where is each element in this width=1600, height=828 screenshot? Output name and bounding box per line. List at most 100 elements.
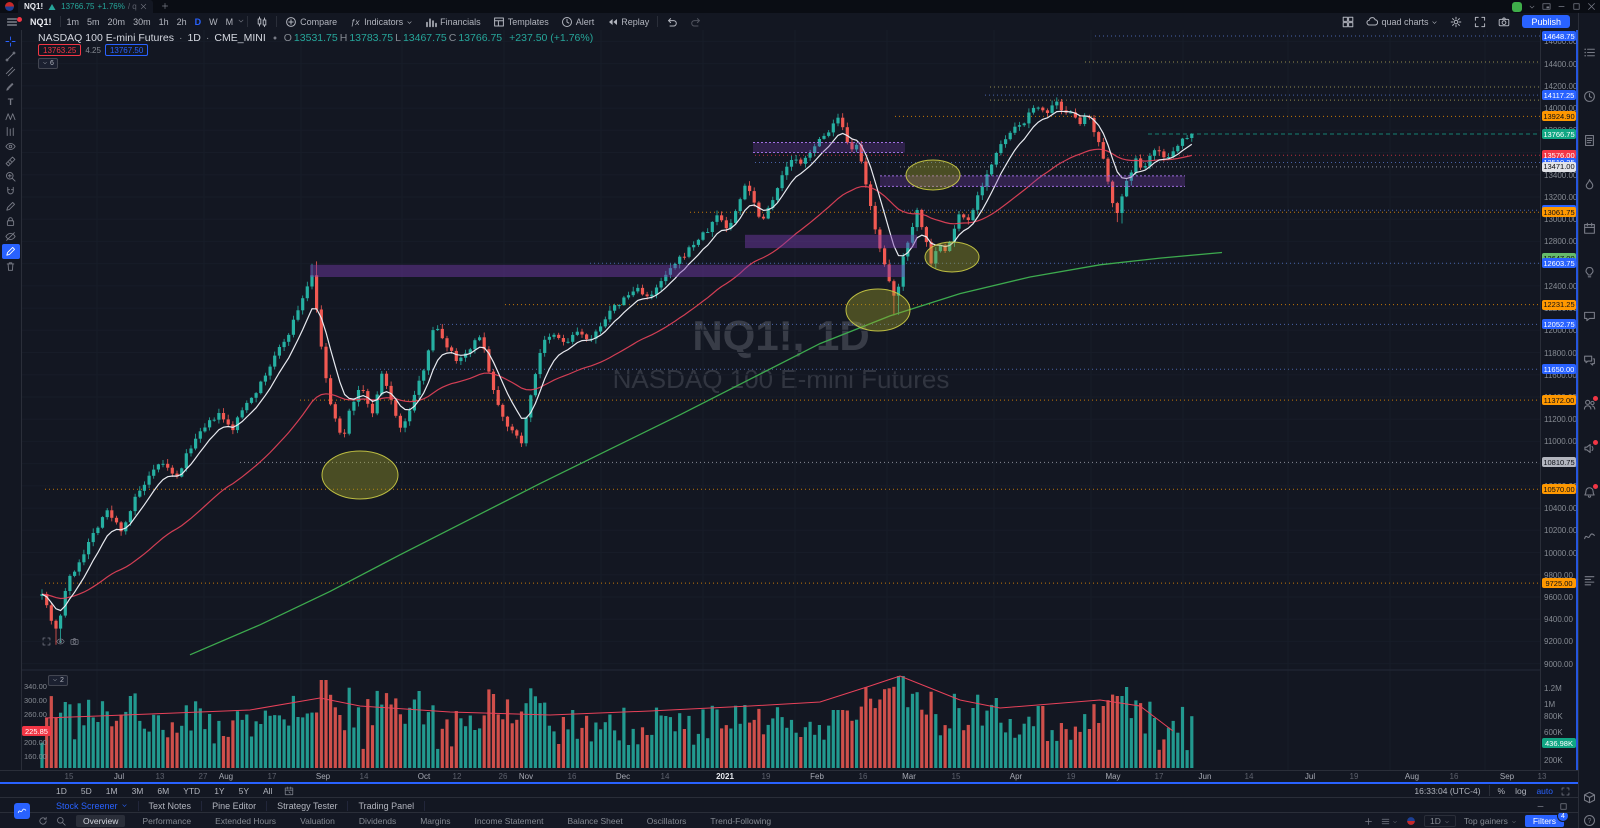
range-1Y[interactable]: 1Y [214, 785, 225, 796]
timeframe-5m[interactable]: 5m [87, 16, 100, 27]
maximize-chart-icon[interactable] [1561, 785, 1570, 795]
lock-tool[interactable] [2, 214, 20, 229]
columns-button[interactable] [1381, 816, 1398, 826]
trend-line-tool[interactable] [2, 49, 20, 64]
screener-tab-valuation[interactable]: Valuation [300, 816, 335, 826]
redo-button[interactable] [684, 16, 708, 28]
bars-pattern-tool[interactable] [2, 124, 20, 139]
active-drawing-tool[interactable] [1, 244, 20, 259]
timeframe-M[interactable]: M [225, 16, 234, 27]
timeframe-2h[interactable]: 2h [176, 16, 187, 27]
timeframe-W[interactable]: W [209, 16, 218, 27]
people-icon[interactable] [1583, 396, 1598, 411]
screener-tab-balance-sheet[interactable]: Balance Sheet [567, 816, 623, 826]
timeframe-1m[interactable]: 1m [66, 16, 80, 27]
filters-button[interactable]: Filters 4 [1524, 813, 1569, 827]
remove-drawings-tool[interactable] [2, 259, 20, 274]
help-icon[interactable]: ? [1583, 814, 1596, 827]
timeframe-chevron-icon[interactable] [237, 16, 245, 27]
buy-button[interactable]: 13767.50 [104, 44, 149, 56]
timeframe-D[interactable]: D [194, 16, 202, 27]
search-icon[interactable] [56, 816, 66, 827]
crosshair-tool[interactable] [2, 34, 20, 49]
news-icon[interactable] [1583, 134, 1596, 147]
xabcd-pattern-tool[interactable] [2, 109, 20, 124]
streams-icon[interactable] [1583, 440, 1598, 455]
price-axis[interactable]: 9000.00 9200.00 9400.00 9600.00 9800.00 10000… [1540, 30, 1579, 782]
scale-log[interactable]: log [1515, 785, 1527, 796]
chart-pane[interactable]: NQ1!, 1D NASDAQ 100 E-mini Futures NASDA… [22, 30, 1540, 770]
range-YTD[interactable]: YTD [183, 785, 201, 796]
symbol-search-button[interactable]: NQ1! [30, 16, 52, 27]
time-axis[interactable]: 15 Jul 13 27 Aug 17 Sep 14 Oct 12 26 Nov 16 Dec 14 2021… [0, 770, 1578, 783]
pane-maximize-icon[interactable] [42, 636, 51, 647]
avatar-menu-chevron-icon[interactable] [1528, 3, 1536, 11]
window-minimize-icon[interactable] [1557, 2, 1566, 11]
refresh-icon[interactable] [38, 816, 48, 827]
screener-tab-income-statement[interactable]: Income Statement [474, 816, 544, 826]
scale-%[interactable]: % [1497, 785, 1506, 796]
replay-button[interactable]: Replay [600, 16, 655, 28]
screener-tab-trend-following[interactable]: Trend-Following [710, 816, 772, 826]
hotlists-icon[interactable] [1583, 178, 1596, 191]
drawing-mode-tool[interactable] [2, 199, 20, 214]
market-flag-icon[interactable] [1406, 816, 1416, 827]
indicators-collapsed-box[interactable]: 6 [38, 58, 58, 69]
panel-tab-trading-panel[interactable]: Trading Panel [348, 800, 426, 811]
timeframe-1h[interactable]: 1h [158, 16, 169, 27]
calendar-icon[interactable] [1583, 222, 1596, 235]
alerts-icon[interactable] [1583, 90, 1596, 103]
magnet-tool[interactable] [2, 184, 20, 199]
panel-tab-stock-screener[interactable]: Stock Screener [46, 800, 139, 811]
brush-tool[interactable] [2, 79, 20, 94]
preset-select[interactable]: Top gainers [1464, 816, 1517, 826]
templates-button[interactable]: Templates [487, 16, 555, 28]
panel-tab-text-notes[interactable]: Text Notes [139, 800, 203, 811]
measure-tool[interactable] [2, 154, 20, 169]
add-column-button[interactable] [1364, 816, 1373, 826]
pane-camera-icon[interactable] [70, 636, 79, 647]
window-maximize-icon[interactable] [1572, 2, 1581, 11]
range-All[interactable]: All [263, 785, 273, 796]
screener-tab-extended-hours[interactable]: Extended Hours [215, 816, 277, 826]
panel-tab-pine-editor[interactable]: Pine Editor [202, 800, 268, 811]
user-avatar[interactable] [1512, 1, 1522, 12]
range-3M[interactable]: 3M [131, 785, 144, 796]
ideas-icon[interactable] [1583, 266, 1596, 279]
screener-tab-performance[interactable]: Performance [142, 816, 192, 826]
menu-button[interactable] [0, 16, 24, 28]
range-5Y[interactable]: 5Y [238, 785, 249, 796]
chart-tab[interactable]: NQ1! 13766.75 +1.76% / q [18, 0, 153, 13]
tradingview-logo[interactable] [14, 803, 30, 819]
panel-tab-strategy-tester[interactable]: Strategy Tester [267, 800, 349, 811]
text-tool[interactable]: T [2, 94, 20, 109]
interval-select[interactable]: 1D [1424, 815, 1456, 827]
chart-style-button[interactable] [250, 16, 274, 28]
volume-collapsed-box[interactable]: 2 [48, 675, 68, 686]
chart-legend[interactable]: NASDAQ 100 E-mini Futures · 1D · CME_MIN… [38, 32, 594, 44]
hide-drawings-tool[interactable] [2, 229, 20, 244]
publish-button[interactable]: Publish [1516, 15, 1576, 28]
window-close-icon[interactable] [1587, 2, 1596, 11]
dom-icon[interactable] [1583, 574, 1596, 587]
financials-button[interactable]: Financials [419, 16, 487, 28]
eye-tool[interactable] [2, 139, 20, 154]
panel-maximize-icon[interactable] [1559, 800, 1568, 810]
fullscreen-button[interactable] [1468, 16, 1492, 28]
clock-display[interactable]: 16:33:04 (UTC-4) [1414, 785, 1481, 796]
zoom-in-tool[interactable] [2, 169, 20, 184]
screener-tab-overview[interactable]: Overview [76, 815, 126, 827]
timeframe-20m[interactable]: 20m [107, 16, 126, 27]
go-to-date-icon[interactable] [284, 785, 294, 796]
public-chats-icon[interactable] [1583, 354, 1596, 367]
alert-button[interactable]: Alert [555, 16, 601, 28]
screener-tab-margins[interactable]: Margins [420, 816, 451, 826]
object-tree-icon[interactable] [1583, 791, 1596, 804]
settings-button[interactable] [1444, 16, 1468, 28]
chart-canvas[interactable] [22, 30, 1540, 770]
range-1M[interactable]: 1M [105, 785, 118, 796]
layout-grid-button[interactable] [1336, 16, 1360, 28]
pip-icon[interactable] [1542, 2, 1551, 11]
indicators-button[interactable]: ƒx Indicators [343, 16, 419, 28]
watchlist-icon[interactable] [1583, 46, 1596, 59]
